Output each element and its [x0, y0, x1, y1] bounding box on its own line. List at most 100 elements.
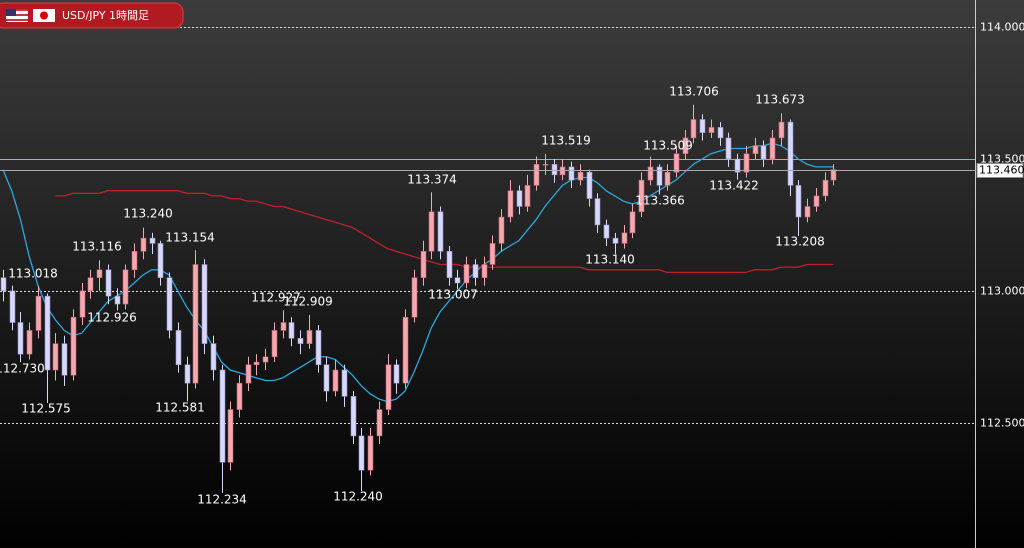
candle-body: [341, 369, 348, 397]
annotation: 113.116: [72, 240, 122, 254]
candle-body: [463, 264, 470, 284]
annotation: 112.927: [251, 291, 301, 305]
candle-body: [236, 382, 243, 410]
candle-body: [358, 435, 365, 471]
candle-body: [769, 137, 776, 160]
candle-body: [149, 237, 156, 244]
candle-body: [446, 251, 453, 278]
annotation: 113.509: [643, 139, 693, 153]
candle-body: [175, 330, 182, 366]
y-tick-label: 113.000: [980, 285, 1024, 298]
candle-body: [411, 277, 418, 318]
candle-body: [52, 343, 59, 371]
annotation: 112.240: [333, 490, 383, 504]
candle-body: [629, 211, 636, 234]
annotation: 112.926: [87, 311, 137, 325]
plot-area: [0, 27, 976, 493]
candle-body: [140, 237, 147, 252]
annotation: 112.730: [0, 362, 45, 376]
candle-body: [760, 145, 767, 160]
candle-body: [656, 166, 663, 186]
candle-body: [367, 435, 374, 471]
candle-body: [87, 277, 94, 292]
candle-body: [70, 316, 77, 376]
candle-body: [166, 277, 173, 331]
candle-body: [699, 119, 706, 133]
annotation: 112.575: [21, 402, 71, 416]
candle-body: [577, 171, 584, 181]
candle-body: [551, 163, 558, 176]
us-flag-canton: [6, 9, 16, 16]
chart-title: USD/JPY 1時間足: [62, 9, 149, 22]
annotation: 112.581: [155, 401, 205, 415]
candle-body: [603, 224, 610, 239]
candle-body: [271, 330, 278, 358]
candle-body: [489, 243, 496, 265]
candle-body: [778, 121, 785, 139]
candle-body: [743, 153, 750, 173]
annotation: 113.240: [123, 207, 173, 221]
annotation: 113.007: [428, 288, 478, 302]
candle-body: [621, 232, 628, 244]
candle-body: [612, 237, 619, 244]
candle-body: [830, 169, 837, 181]
candle-body: [35, 295, 42, 331]
y-tick-label: 114.000: [980, 21, 1024, 34]
us-flag-stripe: [6, 9, 28, 11]
candle-body: [79, 290, 86, 318]
annotation: 113.374: [407, 173, 457, 187]
annotation: 113.018: [8, 267, 58, 281]
candle-body: [105, 269, 112, 297]
candle-body: [586, 171, 593, 199]
candle-body: [297, 338, 304, 344]
candle-body: [96, 269, 103, 278]
last-price-label: 113.460: [979, 164, 1024, 177]
candle-body: [227, 409, 234, 463]
candle-body: [44, 295, 51, 371]
candle-body: [184, 364, 191, 384]
candle-body: [507, 190, 514, 218]
candle-body: [306, 330, 313, 344]
jp-flag-disc: [40, 11, 48, 20]
candle-body: [288, 322, 295, 339]
candle-body: [787, 121, 794, 186]
candle-body: [795, 185, 802, 218]
annotation: 113.706: [669, 85, 719, 99]
candle-body: [594, 198, 601, 226]
us-flag-stripe: [6, 19, 28, 21]
candle-body: [61, 343, 68, 376]
candle-body: [253, 361, 260, 366]
candle-body: [245, 364, 252, 384]
candle-body: [734, 158, 741, 173]
candle-body: [533, 163, 540, 186]
candle-body: [498, 216, 505, 244]
annotation: 113.208: [775, 235, 825, 249]
annotation: 113.154: [165, 231, 215, 245]
candle-body: [420, 251, 427, 278]
candle-body: [542, 163, 549, 166]
candle-body: [708, 127, 715, 133]
us-flag-stripe: [6, 14, 28, 16]
candle-body: [122, 269, 129, 305]
candle-body: [385, 364, 392, 410]
candle-body: [568, 166, 575, 181]
last-price-box: [976, 163, 1024, 178]
candle-body: [638, 179, 645, 213]
candle-body: [804, 206, 811, 218]
candle-body: [201, 264, 208, 344]
candle-body: [210, 343, 217, 371]
candle-body: [682, 137, 689, 155]
annotation: 113.366: [635, 194, 685, 208]
annotation: 113.422: [709, 179, 759, 193]
y-tick-label: 113.500: [980, 153, 1024, 166]
candle-body: [664, 171, 671, 186]
candle-body: [402, 316, 409, 384]
candle-body: [472, 264, 479, 278]
candle-body: [262, 356, 269, 363]
candle-body: [717, 127, 724, 139]
candle-body: [157, 243, 164, 278]
candle-body: [647, 166, 654, 181]
annotation: 112.234: [197, 493, 247, 507]
